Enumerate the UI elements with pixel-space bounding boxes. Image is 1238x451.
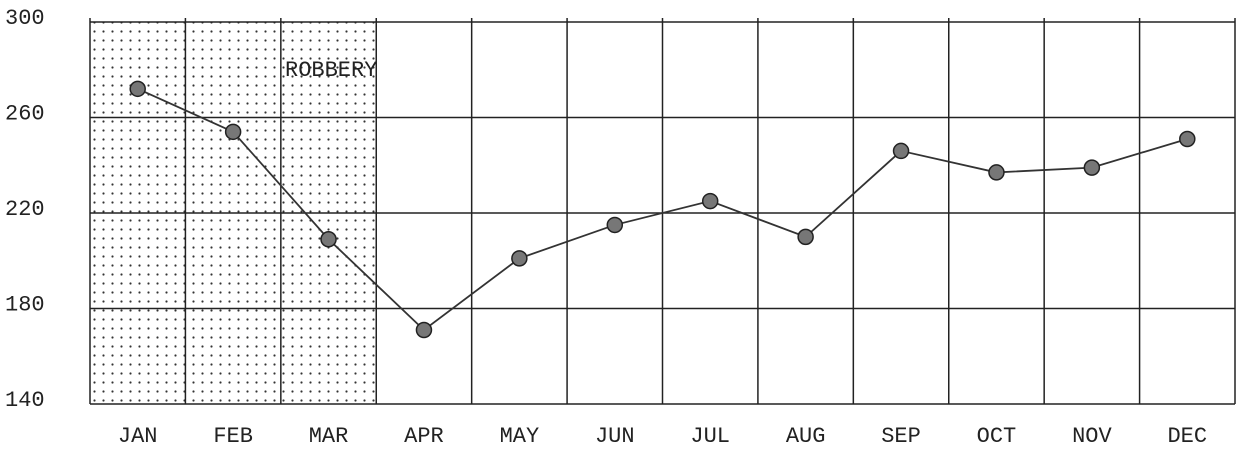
point [511, 250, 528, 267]
x-tick-label: JAN [118, 424, 158, 449]
x-tick-label: NOV [1072, 424, 1112, 449]
y-tick-label: 260 [5, 101, 45, 126]
y-tick-label: 180 [5, 292, 45, 317]
point [1179, 130, 1196, 148]
x-tick-label: AUG [786, 424, 826, 449]
point [892, 142, 910, 160]
point [129, 80, 146, 98]
x-tick-label: SEP [881, 424, 921, 449]
point [701, 192, 719, 210]
x-tick-label: OCT [977, 424, 1017, 449]
point [797, 228, 814, 246]
x-tick-label: MAY [500, 424, 540, 449]
point [320, 231, 337, 248]
x-tick-label: JUL [690, 424, 730, 449]
point [1083, 159, 1101, 176]
point [224, 123, 242, 141]
x-tick-label: APR [404, 424, 444, 449]
y-tick-label: 140 [5, 388, 45, 413]
x-tick-label: MAR [309, 424, 349, 449]
x-tick-label: FEB [213, 424, 253, 449]
x-tick-label: DEC [1167, 424, 1207, 449]
point [988, 164, 1005, 181]
annotation: ROBBERY [285, 58, 377, 83]
point [606, 216, 624, 234]
point [415, 321, 433, 339]
line [137, 88, 1188, 332]
y-tick-label: 220 [5, 197, 45, 222]
y-tick-label: 300 [5, 6, 45, 31]
x-tick-label: JUN [595, 424, 635, 449]
